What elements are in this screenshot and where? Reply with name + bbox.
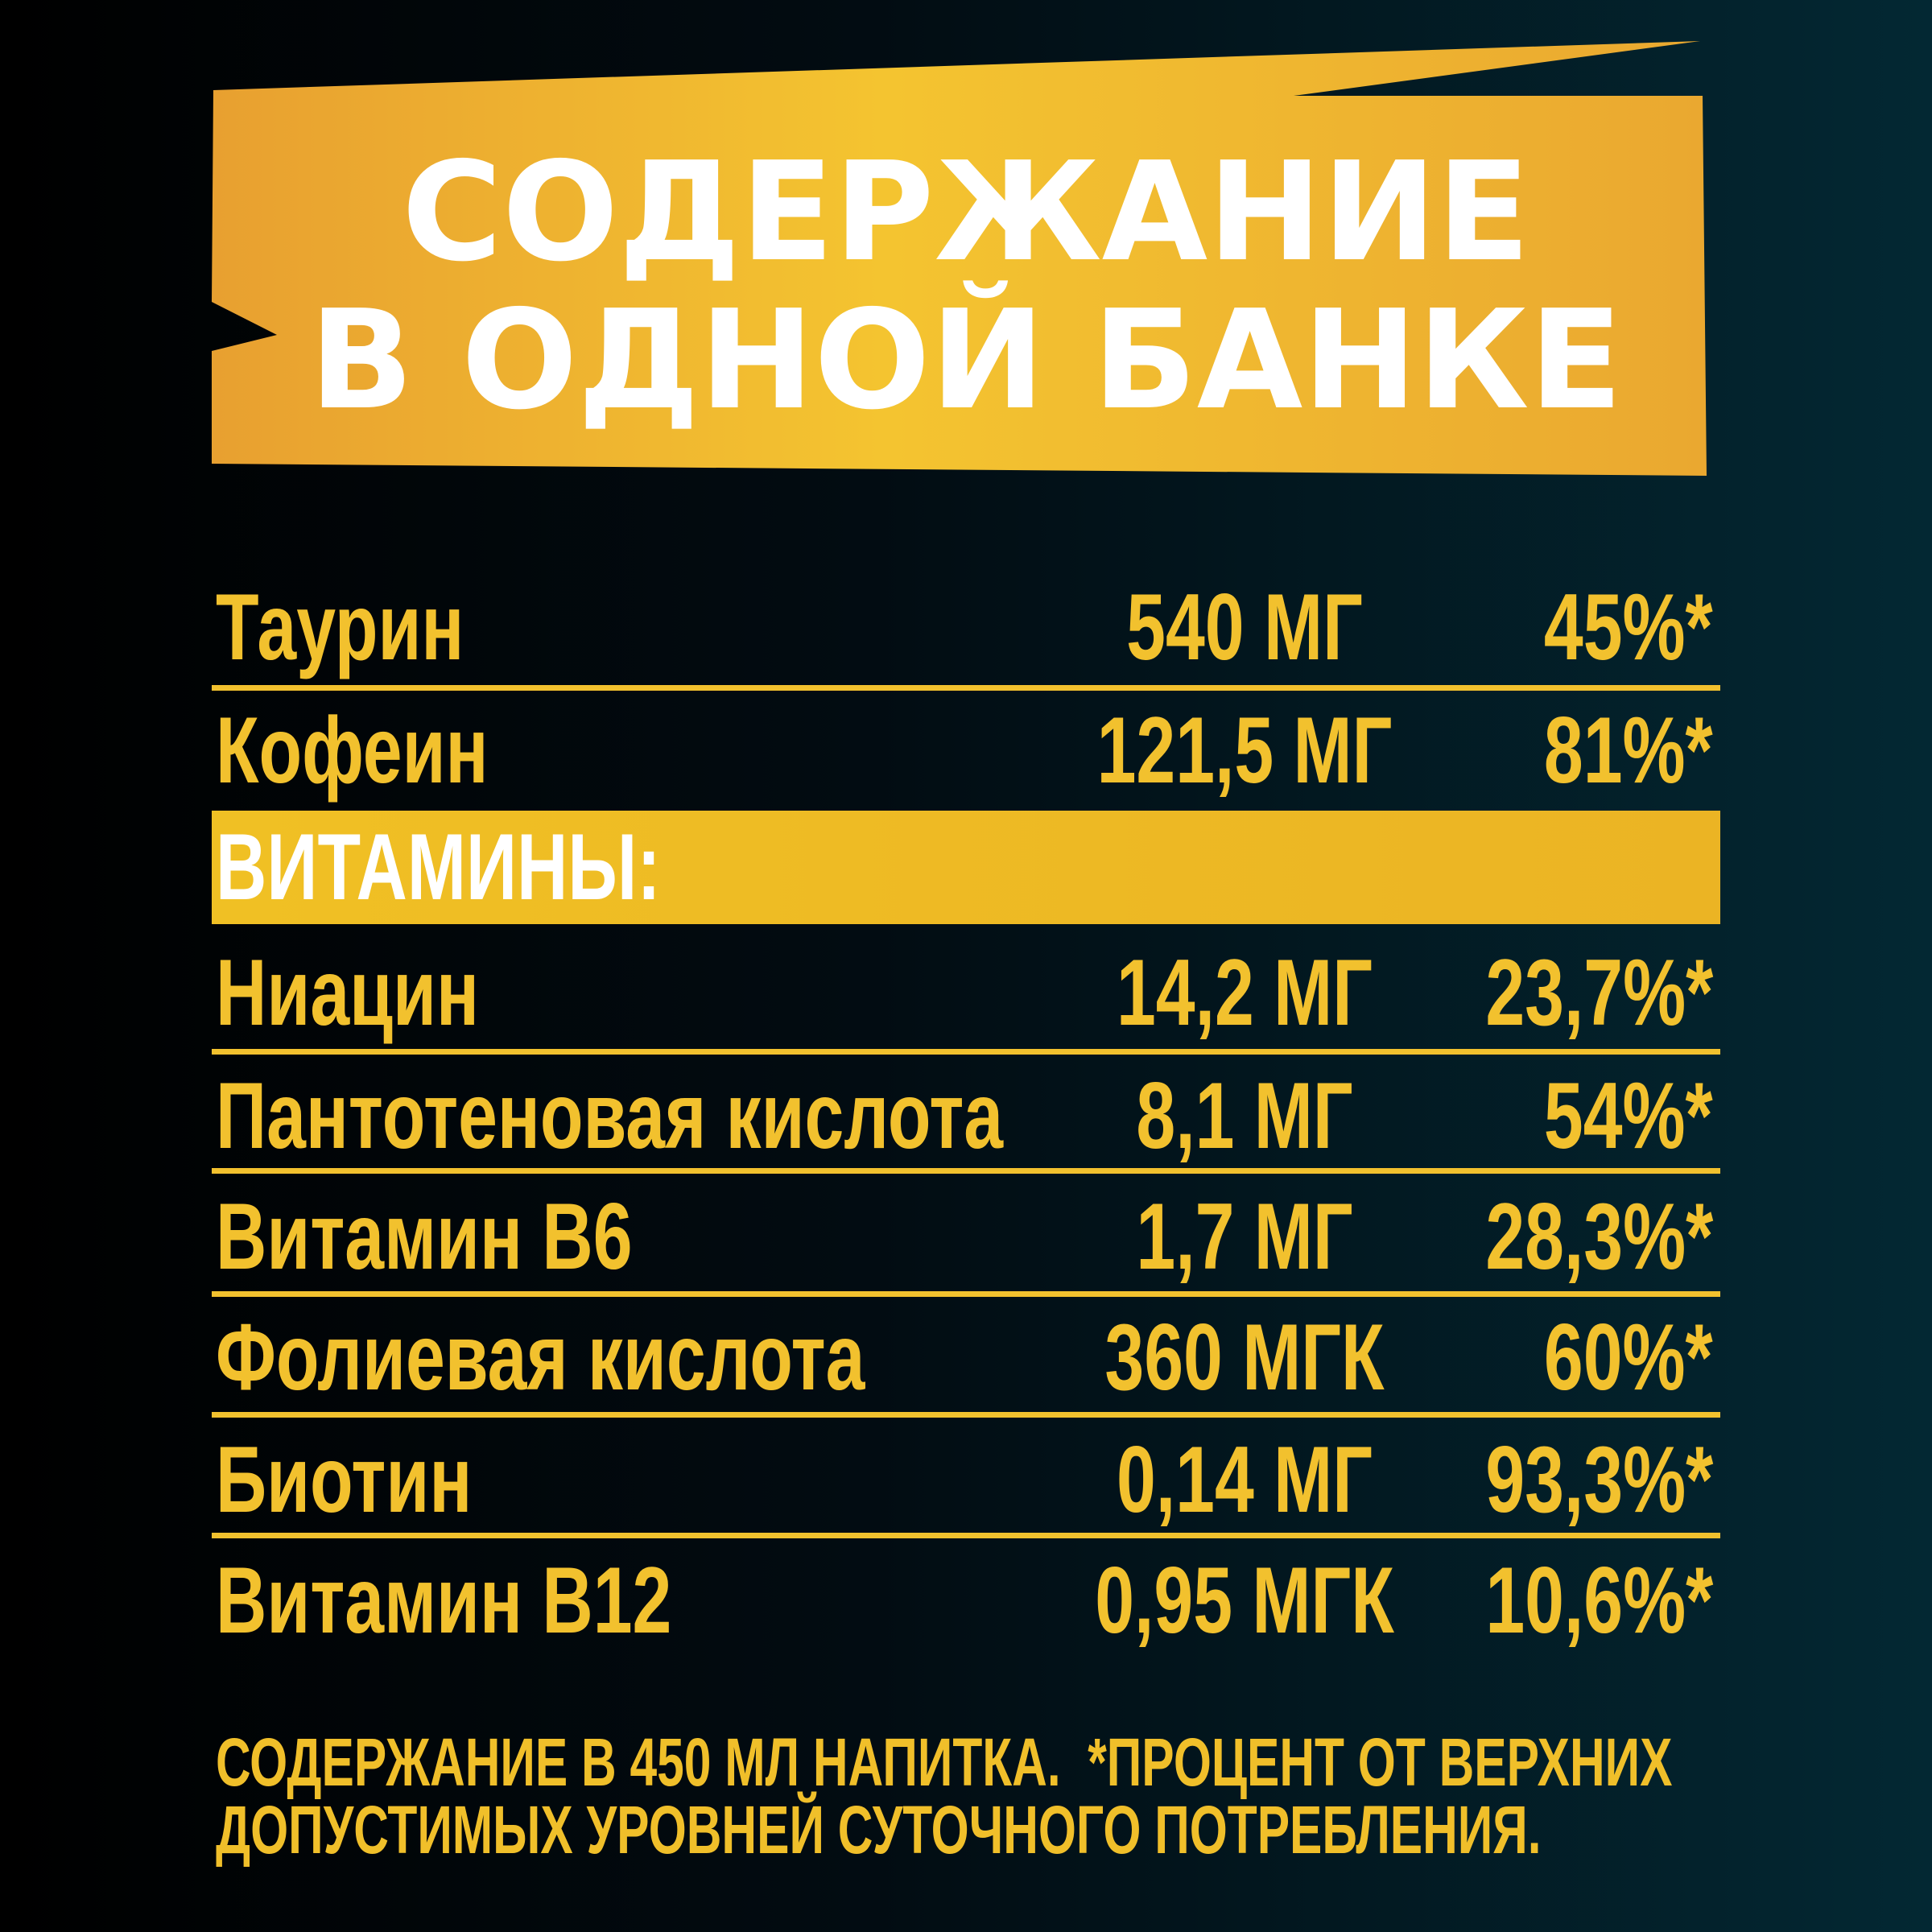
nutrient-percent: 60%* <box>1544 1304 1713 1410</box>
banner-shape <box>212 41 1707 476</box>
nutrient-row: Витамин B6 1,7 МГ 28,3%* <box>216 1189 1713 1283</box>
divider <box>212 1168 1720 1174</box>
nutrient-percent: 10,6%* <box>1485 1547 1713 1653</box>
footnote-line-1: СОДЕРЖАНИЕ В 450 МЛ НАПИТКА. *ПРОЦЕНТ ОТ… <box>216 1724 1673 1800</box>
footnote: СОДЕРЖАНИЕ В 450 МЛ НАПИТКА. *ПРОЦЕНТ ОТ… <box>216 1728 1672 1864</box>
nutrient-row: Витамин B12 0,95 МГК 10,6%* <box>216 1553 1713 1647</box>
vitamins-label: ВИТАМИНЫ: <box>216 814 661 919</box>
nutrient-percent: 28,3%* <box>1485 1183 1713 1289</box>
divider <box>212 1412 1720 1418</box>
title-line-1: СОДЕРЖАНИЕ <box>402 133 1530 292</box>
nutrient-name: Витамин B12 <box>216 1547 672 1653</box>
nutrient-percent: 45%* <box>1544 574 1713 679</box>
nutrient-amount: 0,95 МГК <box>1095 1547 1394 1653</box>
nutrient-amount: 360 МГК <box>1104 1304 1385 1410</box>
nutrient-name: Кофеин <box>216 697 489 803</box>
nutrient-name: Пантотеновая кислота <box>216 1063 1004 1168</box>
nutrient-percent: 81%* <box>1544 697 1713 803</box>
nutrient-amount: 540 МГ <box>1126 574 1363 679</box>
nutrient-row: Ниацин 14,2 МГ 23,7%* <box>216 945 1713 1039</box>
nutrient-row-taurine: Таурин 540 МГ 45%* <box>216 580 1713 674</box>
nutrient-name: Фолиевая кислота <box>216 1304 865 1410</box>
nutrient-name: Ниацин <box>216 939 480 1045</box>
nutrient-percent: 23,7%* <box>1485 939 1713 1045</box>
nutrient-amount: 1,7 МГ <box>1136 1183 1353 1289</box>
divider <box>212 1291 1720 1297</box>
nutrient-name: Биотин <box>216 1426 473 1532</box>
nutrient-row: Биотин 0,14 МГ 93,3%* <box>216 1432 1713 1526</box>
nutrient-name: Витамин B6 <box>216 1183 633 1289</box>
divider <box>212 685 1720 691</box>
nutrient-amount: 121,5 МГ <box>1096 697 1393 803</box>
nutrient-row: Фолиевая кислота 360 МГК 60%* <box>216 1310 1713 1404</box>
divider <box>212 1533 1720 1538</box>
divider <box>212 1049 1720 1055</box>
footnote-line-2: ДОПУСТИМЫХ УРОВНЕЙ СУТОЧНОГО ПОТРЕБЛЕНИЯ… <box>216 1792 1542 1868</box>
vitamins-header-band: ВИТАМИНЫ: <box>212 811 1720 924</box>
nutrient-row-caffeine: Кофеин 121,5 МГ 81%* <box>216 703 1713 797</box>
nutrient-percent: 54%* <box>1544 1063 1713 1168</box>
title-banner <box>212 41 1707 476</box>
nutrient-name: Таурин <box>216 574 464 679</box>
title-line-2: В ОДНОЙ БАНКЕ <box>309 281 1623 440</box>
nutrient-amount: 8,1 МГ <box>1136 1063 1353 1168</box>
nutrient-row: Пантотеновая кислота 8,1 МГ 54%* <box>216 1068 1713 1162</box>
nutrient-percent: 93,3%* <box>1485 1426 1713 1532</box>
nutrient-amount: 14,2 МГ <box>1116 939 1373 1045</box>
nutrient-amount: 0,14 МГ <box>1116 1426 1373 1532</box>
